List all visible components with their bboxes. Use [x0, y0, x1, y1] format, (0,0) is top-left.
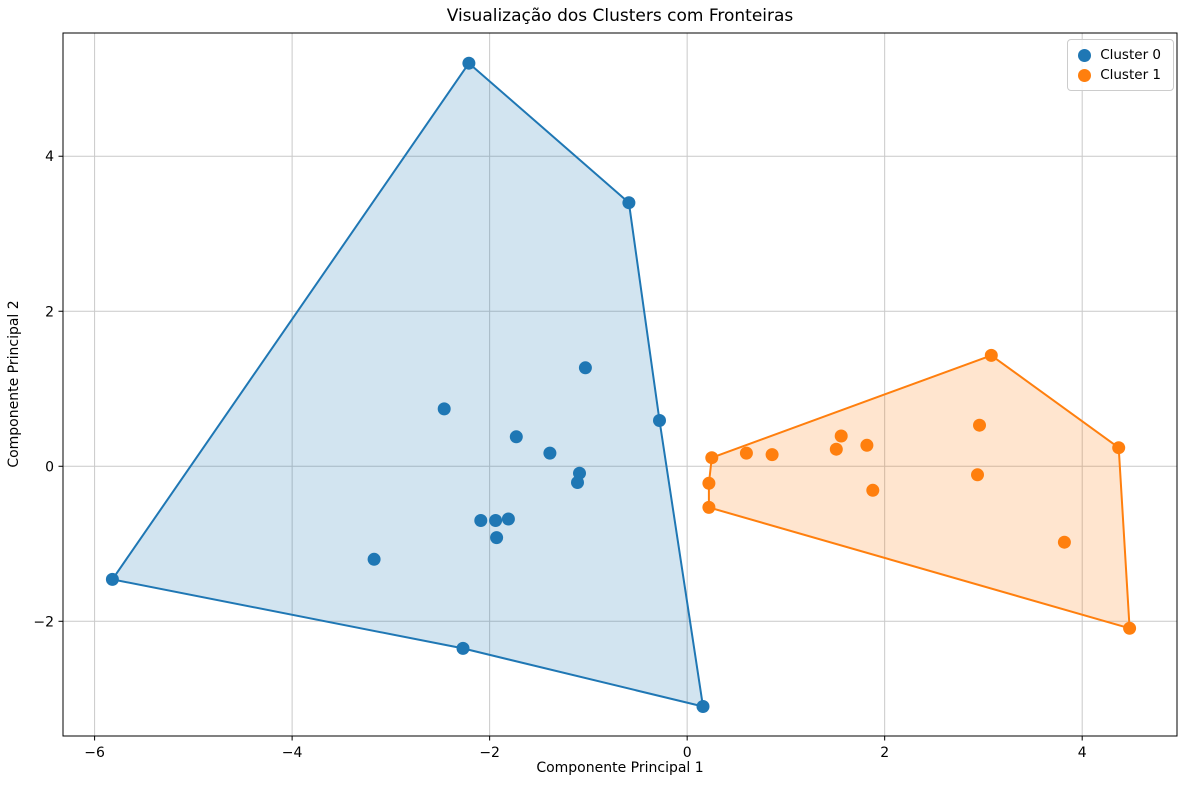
x-tick-label: −6 — [84, 745, 105, 761]
x-axis-label: Componente Principal 1 — [536, 760, 704, 776]
scatter-point-cluster1 — [1057, 535, 1071, 549]
scatter-point-cluster0 — [462, 56, 476, 70]
x-tick-label: 2 — [880, 745, 889, 761]
scatter-point-cluster0 — [543, 446, 557, 460]
y-tick-label: 2 — [45, 304, 54, 320]
legend-item-cluster0: Cluster 0 — [1078, 47, 1161, 63]
scatter-point-cluster1 — [765, 448, 779, 462]
scatter-point-cluster1 — [973, 418, 986, 432]
scatter-point-cluster0 — [501, 512, 515, 526]
legend-item-cluster1: Cluster 1 — [1078, 67, 1161, 83]
scatter-point-cluster1 — [739, 446, 753, 460]
scatter-point-cluster0 — [622, 196, 636, 210]
x-tick-label: 0 — [683, 745, 692, 761]
y-axis-label: Componente Principal 2 — [6, 300, 22, 468]
scatter-point-cluster0 — [509, 430, 523, 444]
legend-marker-cluster1-icon — [1078, 68, 1092, 82]
x-tick-label: −2 — [479, 745, 500, 761]
scatter-point-cluster1 — [984, 348, 998, 362]
scatter-point-cluster0 — [571, 476, 584, 489]
scatter-point-cluster1 — [1123, 621, 1137, 635]
legend: Cluster 0 Cluster 1 — [1067, 39, 1174, 91]
y-tick-label: 4 — [45, 149, 54, 165]
scatter-point-cluster0 — [437, 402, 451, 416]
scatter-point-cluster1 — [705, 451, 719, 465]
legend-marker-cluster0-icon — [1078, 48, 1092, 62]
scatter-point-cluster0 — [578, 361, 592, 375]
scatter-point-cluster1 — [702, 476, 716, 490]
scatter-point-cluster0 — [653, 414, 666, 427]
scatter-point-cluster1 — [971, 468, 984, 482]
scatter-point-cluster0 — [490, 531, 504, 545]
scatter-point-cluster0 — [489, 514, 503, 527]
scatter-point-cluster0 — [105, 572, 119, 586]
cluster-hull-1 — [707, 354, 1131, 630]
axes-spines — [62, 32, 1178, 737]
scatter-point-cluster1 — [834, 429, 848, 443]
scatter-point-cluster1 — [1112, 441, 1126, 455]
legend-label-cluster1: Cluster 1 — [1100, 67, 1161, 83]
scatter-point-cluster1 — [860, 438, 874, 452]
scatter-point-cluster0 — [696, 700, 710, 713]
chart-title: Visualização dos Clusters com Fronteiras — [446, 6, 794, 26]
y-tick-label: 0 — [45, 459, 54, 475]
x-tick-label: −4 — [282, 745, 303, 761]
scatter-point-cluster1 — [866, 483, 880, 497]
scatter-point-cluster0 — [456, 641, 470, 655]
y-tick-label: −2 — [33, 614, 54, 630]
x-tick-label: 4 — [1078, 745, 1087, 761]
cluster-hull-0 — [111, 62, 704, 708]
scatter-point-cluster1 — [702, 500, 716, 514]
scatter-point-cluster0 — [367, 552, 381, 566]
scatter-point-cluster1 — [829, 442, 843, 456]
scatter-point-cluster0 — [474, 514, 488, 527]
legend-label-cluster0: Cluster 0 — [1100, 47, 1161, 63]
